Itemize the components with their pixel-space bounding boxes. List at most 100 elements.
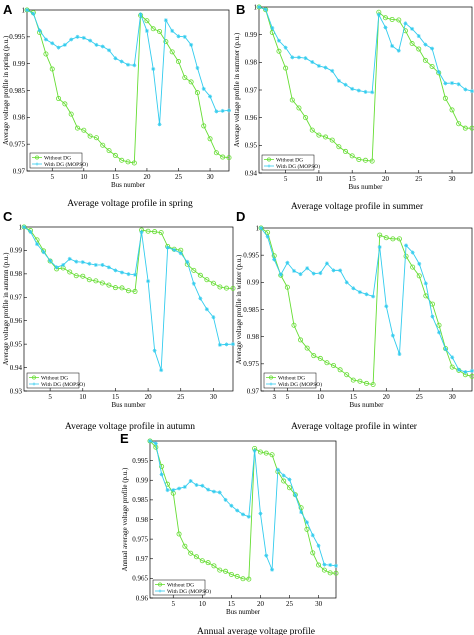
panel-letter: D [236, 209, 245, 224]
data-point [200, 483, 205, 488]
y-tick-label: 0.97 [247, 387, 260, 395]
data-point [113, 56, 118, 61]
data-point [350, 86, 355, 91]
data-point [211, 563, 217, 569]
data-point [403, 21, 408, 26]
data-point [193, 554, 199, 560]
panel-letter: B [236, 2, 245, 17]
data-point [470, 89, 474, 94]
x-tick-label: 15 [350, 393, 358, 401]
x-tick-label: 30 [449, 175, 457, 183]
legend-label: With DG (MOPSO) [44, 161, 88, 168]
data-point [235, 508, 240, 513]
y-tick-label: 0.96 [136, 594, 149, 602]
data-point [175, 59, 181, 65]
data-point [298, 337, 304, 343]
y-tick-label: 1 [22, 6, 26, 14]
y-tick-label: 0.965 [132, 575, 148, 583]
y-tick-label: 0.96 [245, 114, 258, 122]
data-point [324, 360, 330, 366]
data-point [112, 285, 118, 291]
data-point [390, 333, 395, 338]
legend-box [152, 579, 206, 596]
data-point [223, 497, 228, 502]
data-point [437, 330, 442, 335]
data-point [204, 277, 210, 283]
y-axis-label: Average voltage profile in autumn (p.u.) [2, 252, 10, 365]
y-tick-label: 0.99 [245, 31, 258, 39]
data-point [416, 34, 421, 39]
data-point [119, 59, 124, 64]
x-tick-label: 10 [79, 393, 87, 401]
y-tick-label: 0.94 [245, 169, 258, 177]
legend-label: With DG (MOPSO) [276, 163, 320, 170]
data-point [363, 380, 369, 386]
data-point [429, 63, 435, 69]
data-point [442, 95, 448, 101]
data-point [199, 558, 205, 564]
data-point [230, 285, 236, 291]
data-point [182, 484, 187, 489]
data-point [217, 342, 222, 347]
data-point [410, 250, 415, 255]
y-tick-label: 0.98 [136, 516, 149, 524]
legend-marker [35, 162, 39, 166]
data-point [211, 489, 216, 494]
data-point [316, 543, 321, 548]
data-point [383, 25, 388, 30]
data-point [389, 16, 395, 22]
data-point [205, 560, 211, 566]
data-point [144, 18, 150, 24]
data-point [290, 55, 295, 60]
y-tick-label: 0.985 [9, 87, 25, 95]
data-point [157, 28, 163, 34]
data-point [43, 51, 49, 57]
y-tick-label: 0.97 [10, 294, 23, 302]
data-point [343, 148, 349, 154]
data-point [317, 355, 323, 361]
data-point [178, 251, 183, 256]
data-point [185, 259, 190, 264]
data-point [263, 450, 269, 456]
data-point [74, 259, 79, 264]
data-point [323, 134, 329, 140]
data-point [252, 448, 257, 453]
y-tick-label: 0.96 [10, 317, 23, 325]
data-point [362, 157, 368, 163]
data-point [81, 35, 86, 40]
data-point [189, 42, 194, 47]
data-point [177, 486, 182, 491]
data-point [270, 567, 275, 572]
data-point [344, 372, 350, 378]
series-with-dg-mopso [22, 225, 235, 373]
x-tick-label: 5 [286, 393, 290, 401]
data-point [31, 11, 36, 16]
x-tick-label: 10 [317, 393, 325, 401]
data-point [157, 122, 162, 127]
y-tick-label: 0.98 [10, 270, 23, 278]
data-point [309, 127, 315, 133]
data-point [383, 235, 389, 241]
y-tick-label: 0.93 [10, 387, 23, 395]
data-point [172, 247, 177, 252]
data-point [126, 288, 132, 294]
data-point [311, 271, 316, 276]
data-point [450, 81, 455, 86]
x-tick-label: 15 [112, 393, 120, 401]
y-tick-label: 0.98 [13, 114, 26, 122]
data-point [303, 56, 308, 61]
data-point [338, 268, 343, 273]
data-point [131, 160, 137, 166]
data-point [22, 225, 26, 229]
data-point [148, 439, 152, 443]
data-point [384, 304, 389, 309]
data-point [35, 242, 40, 247]
x-tick-label: 25 [175, 173, 183, 181]
data-point [283, 65, 289, 71]
y-tick-label: 0.98 [247, 333, 260, 341]
data-point [410, 264, 416, 270]
data-point [69, 37, 74, 42]
data-point [333, 570, 339, 576]
data-point [208, 94, 213, 99]
data-point [356, 156, 362, 162]
